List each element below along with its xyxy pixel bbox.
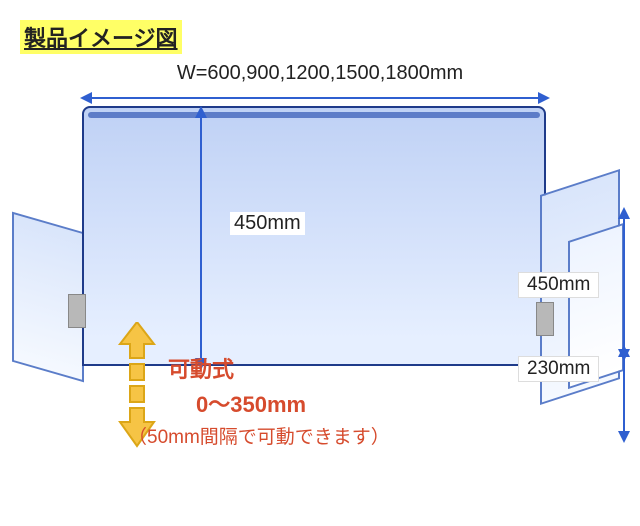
arrow-right-icon <box>538 92 550 104</box>
adjustable-label: 可動式 <box>168 352 234 384</box>
diagram-title: 製品イメージ図 <box>20 20 182 54</box>
arrow-down-icon <box>618 431 630 443</box>
diagram-stage: W=600,900,1200,1500,1800mm 450mm 450mm 2… <box>20 62 620 512</box>
main-height-label: 450mm <box>230 212 305 235</box>
main-height-arrow <box>200 116 202 360</box>
side-height-arrow <box>623 216 625 352</box>
width-dimension-arrow <box>80 92 550 104</box>
arrow-up-icon <box>195 106 207 118</box>
side-width-label: 230mm <box>518 356 599 382</box>
arrow-line <box>92 97 538 99</box>
left-bracket <box>68 294 86 328</box>
right-bracket <box>536 302 554 336</box>
adjustable-range: 0～350mm <box>196 387 306 419</box>
side-height-label: 450mm <box>518 272 599 298</box>
adjustable-note: （50mm間隔で可動できます） <box>128 422 390 449</box>
arrow-left-icon <box>80 92 92 104</box>
arrow-up-icon <box>618 345 630 357</box>
arrow-up-icon <box>618 207 630 219</box>
main-panel-top-rail <box>88 112 540 118</box>
width-dimension-label: W=600,900,1200,1500,1800mm <box>20 62 620 85</box>
side-width-arrow <box>623 354 625 434</box>
